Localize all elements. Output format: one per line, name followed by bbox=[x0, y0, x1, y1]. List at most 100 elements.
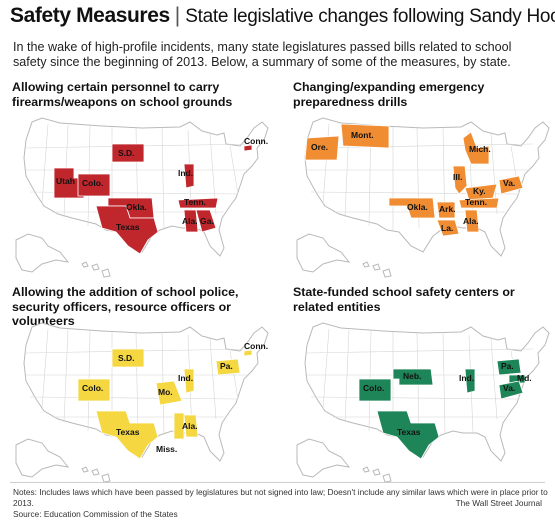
panel-heading: Allowing the addition of school police, … bbox=[12, 285, 239, 328]
state-miss bbox=[173, 412, 185, 440]
state-texas bbox=[95, 410, 159, 460]
state-texas bbox=[376, 410, 440, 460]
state-label-miss: Miss. bbox=[156, 444, 177, 454]
hawaii-outline bbox=[81, 261, 111, 278]
notes-text: Notes: Includes laws which have been pas… bbox=[13, 487, 548, 508]
hawaii-outline bbox=[362, 466, 392, 483]
state-label-conn: Conn. bbox=[244, 341, 268, 351]
panel-heading: Changing/expanding emergency preparednes… bbox=[293, 80, 485, 109]
state-label-md: Md. bbox=[517, 373, 532, 383]
state-label-s-d: S.D. bbox=[118, 148, 135, 158]
state-va bbox=[498, 175, 524, 195]
source-text: Source: Education Commission of the Stat… bbox=[13, 509, 178, 519]
alaska-outline bbox=[296, 233, 351, 273]
state-ind bbox=[183, 163, 195, 189]
state-ala bbox=[464, 209, 480, 233]
state-label-ala: Ala. bbox=[463, 216, 479, 226]
state-pa bbox=[215, 358, 241, 376]
state-pa bbox=[496, 358, 522, 376]
state-label-mont: Mont. bbox=[351, 130, 374, 140]
state-mich bbox=[462, 131, 490, 165]
state-label-mich: Mich. bbox=[469, 144, 491, 154]
state-label-texas: Texas bbox=[116, 222, 140, 232]
state-label-pa: Pa. bbox=[501, 361, 514, 371]
state-label-ill: Ill. bbox=[453, 172, 462, 182]
state-label-ky: Ky. bbox=[473, 186, 486, 196]
alaska-outline bbox=[296, 438, 351, 478]
state-colo bbox=[77, 378, 111, 402]
state-ala bbox=[183, 414, 199, 438]
state-label-ala: Ala. bbox=[182, 421, 198, 431]
us-map-firearms: Utah Colo. S.D. Okla. Texas Ind. Tenn. Ala. Ga. C… bbox=[15, 117, 269, 278]
state-colo bbox=[77, 173, 111, 197]
state-label-ind: Ind. bbox=[178, 373, 193, 383]
state-label-mo: Mo. bbox=[158, 387, 173, 397]
state-label-ark: Ark. bbox=[439, 204, 456, 214]
state-label-va: Va. bbox=[503, 178, 515, 188]
state-md bbox=[508, 374, 526, 384]
state-label-okla: Okla. bbox=[126, 202, 147, 212]
state-label-neb: Neb. bbox=[403, 371, 421, 381]
panel-centers: State-funded school safety centers or re… bbox=[293, 285, 555, 495]
title-bar: Safety Measures | State legislative chan… bbox=[10, 4, 555, 34]
panel-drills: Changing/expanding emergency preparednes… bbox=[293, 80, 555, 290]
state-ore bbox=[304, 135, 340, 161]
state-s-d bbox=[111, 348, 145, 368]
state-label-va: Va. bbox=[503, 383, 515, 393]
state-texas bbox=[95, 205, 159, 255]
us-outline bbox=[304, 322, 550, 462]
state-borders bbox=[305, 123, 534, 230]
state-label-tenn: Tenn. bbox=[184, 197, 206, 207]
state-okla bbox=[388, 197, 436, 219]
state-s-d bbox=[111, 143, 145, 163]
state-label-colo: Colo. bbox=[363, 383, 384, 393]
state-ga bbox=[195, 209, 217, 233]
state-ill bbox=[452, 165, 468, 195]
page-subtitle: State legislative changes following Sand… bbox=[185, 6, 555, 27]
state-mont bbox=[340, 123, 390, 149]
state-label-ga: Ga. bbox=[200, 216, 214, 226]
panel-heading: State-funded school safety centers or re… bbox=[293, 285, 515, 314]
state-colo bbox=[358, 378, 392, 402]
state-ind bbox=[183, 368, 195, 394]
alaska-outline bbox=[15, 438, 70, 478]
panel-firearms: Allowing certain personnel to carry fire… bbox=[12, 80, 280, 290]
state-label-ind: Ind. bbox=[459, 373, 474, 383]
us-map-centers: Neb. Colo. Ind. Pa.Md.Va. Texas bbox=[296, 322, 550, 483]
state-tenn bbox=[177, 197, 219, 209]
state-label-ala: Ala. bbox=[182, 216, 198, 226]
state-mo bbox=[155, 380, 183, 406]
page-title: Safety Measures bbox=[10, 4, 170, 27]
us-map-drills: Ore. Mont. Mich. Ill. Ky. Va. Okla. Ark. Tenn. La… bbox=[296, 117, 550, 278]
state-conn bbox=[243, 144, 253, 152]
intro-text: In the wake of high-profile incidents, m… bbox=[13, 40, 512, 69]
credit-text: The Wall Street Journal bbox=[455, 498, 542, 508]
us-map-police: S.D. Colo. Mo. Ind. Pa. Conn. Texas Ala. Miss. bbox=[15, 322, 269, 483]
state-conn bbox=[243, 349, 253, 357]
state-va bbox=[498, 380, 524, 400]
state-ind bbox=[464, 368, 476, 394]
state-label-s-d: S.D. bbox=[118, 353, 135, 363]
state-ark bbox=[436, 201, 456, 219]
panel-police: Allowing the addition of school police, … bbox=[12, 285, 280, 495]
state-la bbox=[436, 219, 460, 237]
state-label-texas: Texas bbox=[116, 427, 140, 437]
state-label-ind: Ind. bbox=[178, 168, 193, 178]
state-neb bbox=[392, 368, 434, 386]
state-label-conn: Conn. bbox=[244, 136, 268, 146]
state-label-colo: Colo. bbox=[82, 383, 103, 393]
state-label-utah: Utah bbox=[56, 176, 75, 186]
alaska-outline bbox=[15, 233, 70, 273]
state-label-la: La. bbox=[441, 223, 453, 233]
state-tenn bbox=[458, 197, 500, 209]
panel-heading: Allowing certain personnel to carry fire… bbox=[12, 80, 233, 109]
state-label-colo: Colo. bbox=[82, 178, 103, 188]
state-ala bbox=[183, 209, 199, 233]
state-label-tenn: Tenn. bbox=[465, 197, 487, 207]
state-label-okla: Okla. bbox=[407, 202, 428, 212]
hawaii-outline bbox=[81, 466, 111, 483]
title-separator: | bbox=[174, 4, 181, 27]
footer-notes: Notes: Includes laws which have been pas… bbox=[13, 487, 553, 520]
state-label-texas: Texas bbox=[397, 427, 421, 437]
footer-divider bbox=[10, 482, 545, 483]
